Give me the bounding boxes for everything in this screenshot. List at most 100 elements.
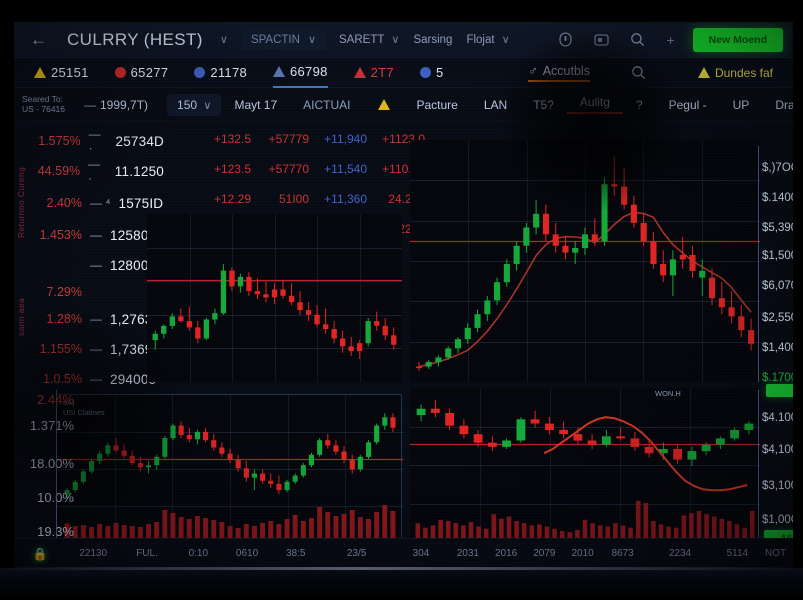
rail-pct: 1.28% — [46, 312, 82, 326]
rail-pct: 1.0.5% — [43, 372, 82, 386]
lower-rail-pct: 1.371% — [29, 418, 74, 433]
status-item[interactable]: 2234 — [668, 548, 692, 559]
status-item[interactable]: 2031 — [456, 548, 479, 559]
rail-dash: — — [90, 372, 102, 386]
date-label[interactable]: Mayt 17 — [234, 97, 278, 112]
chart-panel-top-left[interactable] — [147, 214, 402, 382]
lan-label[interactable]: LAN — [483, 97, 508, 112]
help-label[interactable]: ? — [635, 97, 643, 112]
chart-panel-top-right[interactable] — [410, 140, 760, 382]
value-rail: 1.575% — · 25734D 44.59% — · 11.1250 2.4… — [14, 122, 164, 387]
rail-row[interactable]: 1.575% — · 25734D — [14, 126, 164, 156]
lower-rail-pct: 2.44% — [8, 392, 74, 407]
chart-panel-bottom-left[interactable]: eA) USt Clatines — [56, 394, 403, 543]
status-item[interactable]: 22130 — [79, 548, 108, 559]
account-tab[interactable]: ♂ Accutbls — [528, 64, 590, 82]
card-icon[interactable] — [590, 30, 612, 50]
shield-icon[interactable] — [554, 30, 576, 50]
bezel-edge-highlight — [0, 567, 803, 570]
status-item[interactable]: FUL. — [136, 548, 158, 559]
chart-panel-bottom-right[interactable]: WON.H — [410, 388, 760, 542]
matrix-row: +123.5 +57770 +11,540 +110.60 — [199, 154, 434, 184]
rail-value: 1575ID — [118, 195, 164, 211]
title-bar: ← CULRRY (HEST) ∨ SPACTIN ∨ SARETT ∨ Sar… — [14, 22, 793, 58]
lock-icon[interactable]: 🔒 — [32, 546, 48, 561]
warning-badge[interactable]: Dundes faf — [697, 66, 773, 80]
status-item[interactable]: 38:5 — [285, 548, 306, 559]
trading-app-window: ← CULRRY (HEST) ∨ SPACTIN ∨ SARETT ∨ Sar… — [14, 22, 803, 568]
rail-row[interactable]: 1.28% — 1,27630 — [14, 304, 164, 334]
rail-row[interactable]: 1.155% — 1,73690 — [14, 334, 164, 364]
search-icon[interactable] — [626, 30, 648, 50]
seared-line-2: US - 76416 — [22, 103, 65, 114]
price-axis-line-bottom — [758, 390, 759, 542]
panel-header-bottom-right: WON.H — [655, 389, 681, 398]
rail-value: 11.1250 — [114, 163, 164, 179]
status-item[interactable]: 2079 — [533, 548, 556, 559]
status-item[interactable]: 2016 — [494, 548, 518, 559]
rail-row[interactable]: 44.59% — · 11.1250 — [14, 156, 164, 186]
alert-value-4: 2T7 — [370, 65, 394, 80]
pegul-label[interactable]: Pegul - — [668, 97, 707, 112]
status-item[interactable]: 8673 — [611, 548, 634, 559]
rail-row[interactable]: — 128000 — [14, 250, 164, 280]
status-item[interactable]: 5114 — [726, 548, 749, 559]
alert-item-5[interactable]: 5 — [419, 65, 444, 80]
rail-pct: 1.155% — [39, 342, 82, 356]
warning-triangle-icon[interactable] — [377, 99, 390, 110]
ts-label[interactable]: T5? — [533, 97, 554, 112]
menu-spactin-label: SPACTIN — [250, 33, 300, 46]
chevron-down-icon: ∨ — [307, 34, 316, 46]
price-tick-label: $4.100 — [762, 412, 798, 424]
status-item[interactable]: NOT — [765, 548, 787, 559]
rail-pct: 1.453% — [39, 228, 82, 242]
rail-pct: 2.40% — [46, 196, 82, 210]
pacture-label[interactable]: Pacture — [416, 97, 458, 112]
interval-selector[interactable]: 150 ∨ — [167, 93, 222, 116]
add-icon[interactable]: + — [666, 31, 675, 48]
menu-sarsing[interactable]: Sarsing — [413, 33, 453, 46]
price-tick-label: $3,100 — [762, 480, 798, 492]
menu-flojat[interactable]: Flojat ∨ — [466, 33, 509, 47]
price-tick-label: $2,550 — [762, 312, 798, 324]
up-label[interactable]: UP — [732, 97, 750, 112]
price-tick-label: $6,070 — [762, 280, 798, 292]
status-item[interactable]: 0610 — [235, 548, 259, 559]
chevron-down-icon: ∨ — [391, 34, 400, 46]
menu-flojat-label: Flojat — [466, 33, 495, 46]
aulitg-tab[interactable]: Aulitg — [566, 95, 623, 114]
alert-item-3[interactable]: 66798 — [273, 58, 328, 88]
new-moend-button[interactable]: New Moend — [692, 27, 783, 52]
status-item[interactable]: 304 — [412, 548, 430, 559]
alert-item-4[interactable]: 2T7 — [353, 65, 394, 80]
price-tick-label: $5,390 — [762, 222, 798, 234]
rail-row[interactable]: 7.29% — [14, 280, 164, 304]
warning-triangle-icon — [697, 67, 710, 78]
alert-item-0[interactable]: 25151 — [34, 65, 89, 80]
bezel-left — [0, 0, 14, 600]
rail-row[interactable]: 1.0.5% — 294000 — [14, 364, 164, 394]
rail-value: 25734D — [115, 133, 164, 149]
status-item[interactable]: 2010 — [571, 548, 594, 559]
actual-label[interactable]: AICTUAI — [303, 97, 351, 112]
menu-sarett[interactable]: SARETT ∨ — [339, 33, 400, 47]
search-icon[interactable] — [628, 63, 650, 83]
status-item[interactable]: 0:10 — [188, 548, 209, 559]
rail-row[interactable]: 2.40% — ⁴ 1575ID — [14, 186, 164, 220]
alert-item-1[interactable]: 65277 — [114, 65, 169, 80]
matrix-row: +12.29 51I00 +11,360 24.219 — [199, 184, 434, 214]
matrix-cell: +123.5 — [213, 162, 251, 176]
back-arrow-icon[interactable]: ← — [30, 30, 47, 49]
status-item[interactable]: 23/5 — [346, 548, 367, 559]
lower-rail-pct: 10.0% — [8, 490, 74, 505]
rail-dash: — — [90, 258, 102, 272]
alert-item-2[interactable]: 21178 — [194, 65, 247, 80]
price-tick-label: $4,100 — [762, 444, 798, 456]
rail-row[interactable]: 1.453% — 125800 — [14, 220, 164, 250]
title-chevron-down-icon[interactable]: ∨ — [219, 34, 228, 46]
menu-sarett-label: SARETT — [339, 33, 385, 46]
rail-dash: — — [90, 312, 102, 326]
warning-outline-icon — [353, 67, 366, 78]
rail-dash: — — [90, 342, 102, 356]
menu-spactin[interactable]: SPACTIN ∨ — [241, 29, 325, 50]
